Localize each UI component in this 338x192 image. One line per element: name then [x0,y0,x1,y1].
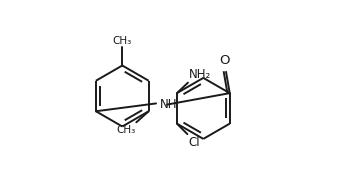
Text: NH₂: NH₂ [189,68,211,81]
Text: O: O [219,54,230,67]
Text: CH₃: CH₃ [116,125,136,135]
Text: CH₃: CH₃ [113,36,132,46]
Text: Cl: Cl [188,136,199,149]
Text: NH: NH [160,98,177,111]
